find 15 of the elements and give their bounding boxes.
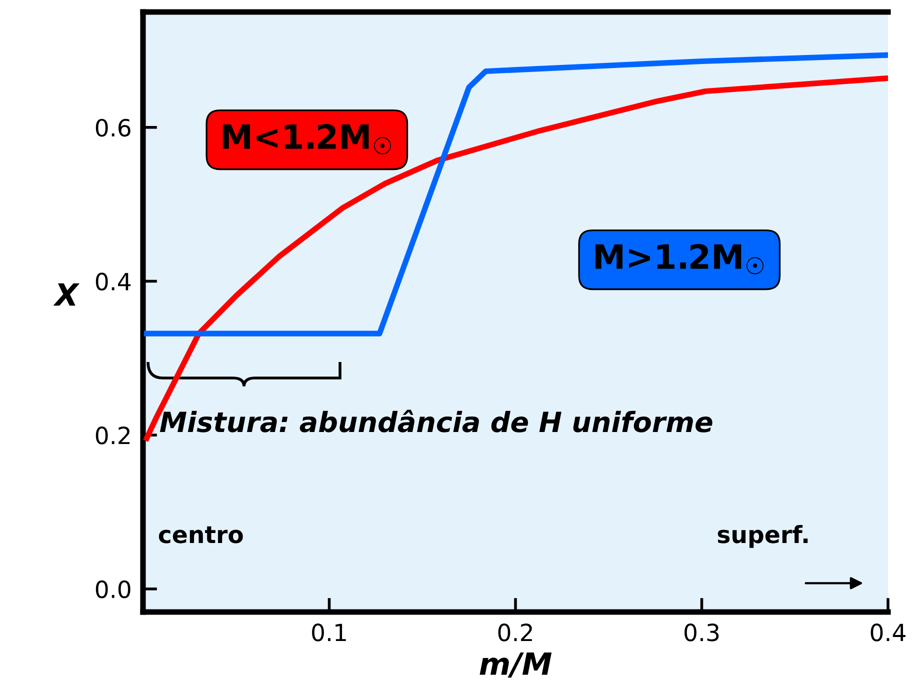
x-tick-label: 0.3: [684, 624, 719, 642]
y-tick-label: 0.2: [96, 426, 130, 444]
x-tick-label: 0.1: [312, 624, 346, 642]
x-tick-label: 0.2: [498, 624, 532, 642]
annotation: centro: [158, 526, 243, 544]
x-tick-label: 0.4: [870, 624, 906, 642]
y-tick-label: 0.6: [96, 118, 130, 137]
y-axis-title: X: [53, 283, 80, 306]
annotation: superf.: [718, 525, 808, 548]
annotation: Mistura: abundância de H uniforme: [160, 410, 712, 432]
x-axis-title: m/M: [480, 652, 552, 678]
y-tick-label: 0.4: [96, 272, 131, 291]
text: M>1.2M$_{☉}$: [595, 244, 764, 274]
series-label: M<1.2M$_{☉}$: [222, 124, 392, 154]
y-tick-label: 0.0: [96, 580, 130, 598]
